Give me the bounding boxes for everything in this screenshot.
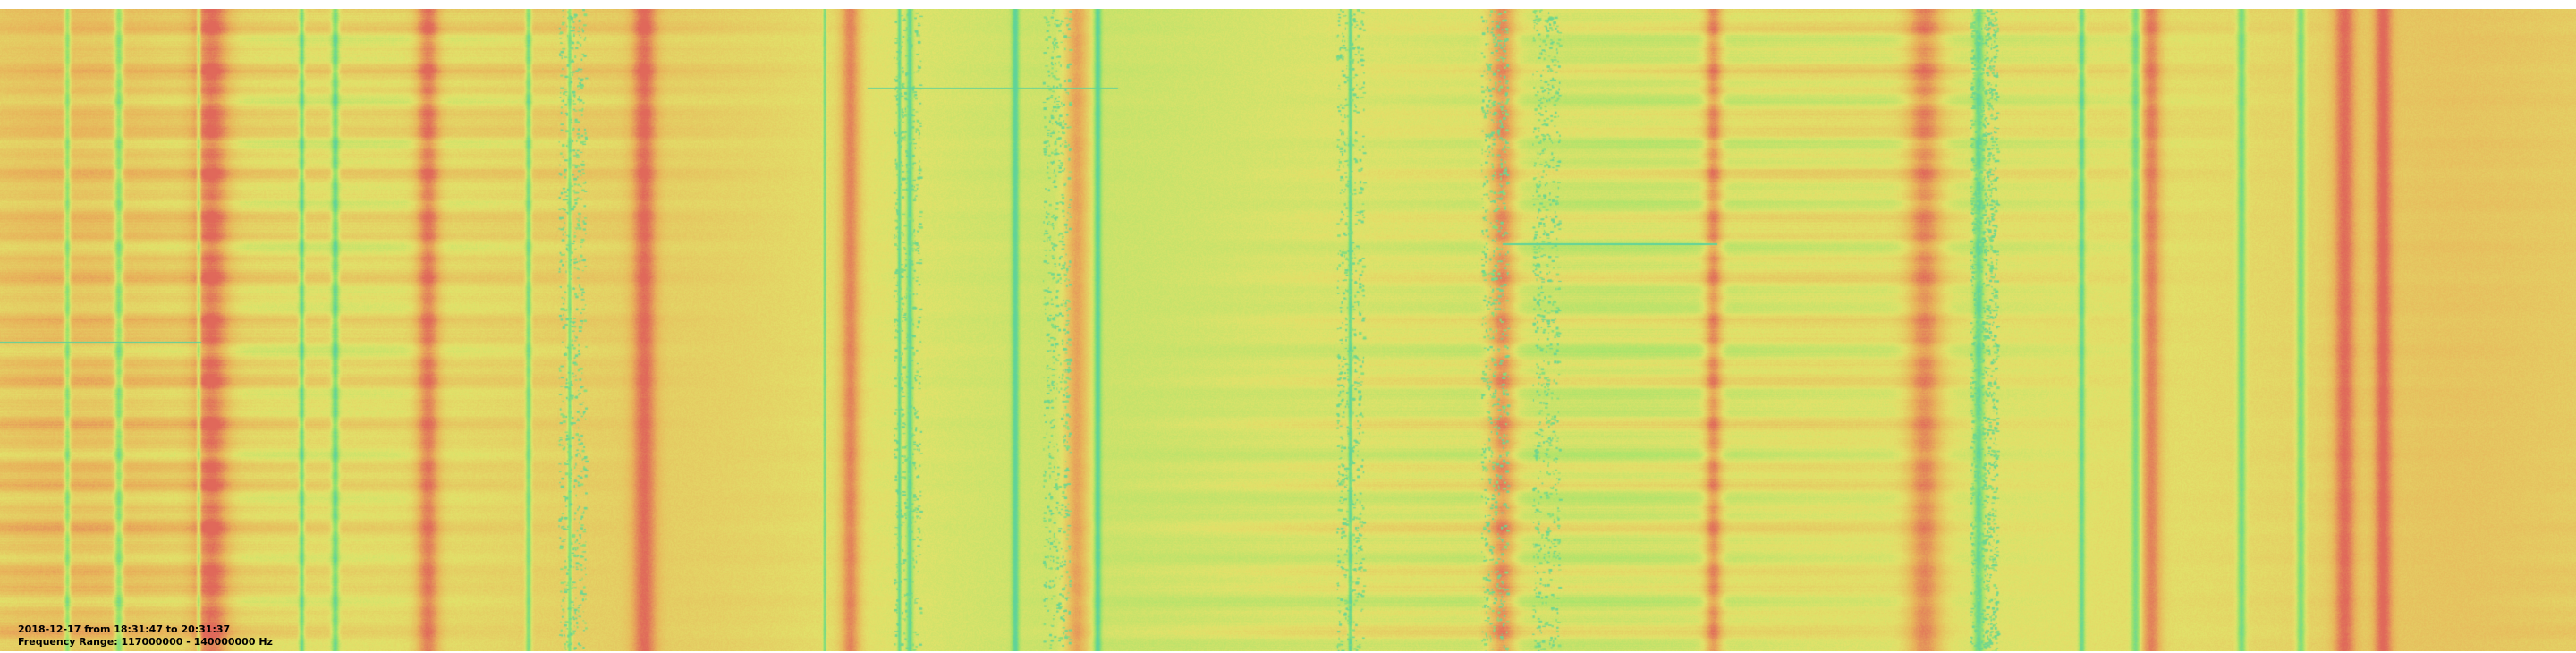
time-range-label: 2018-12-17 from 18:31:47 to 20:31:37: [18, 623, 231, 635]
frequency-range-label: Frequency Range: 117000000 - 140000000 H…: [18, 636, 273, 648]
waterfall-caption: 2018-12-17 from 18:31:47 to 20:31:37 Fre…: [18, 623, 273, 649]
spectrum-waterfall: [0, 9, 2576, 651]
